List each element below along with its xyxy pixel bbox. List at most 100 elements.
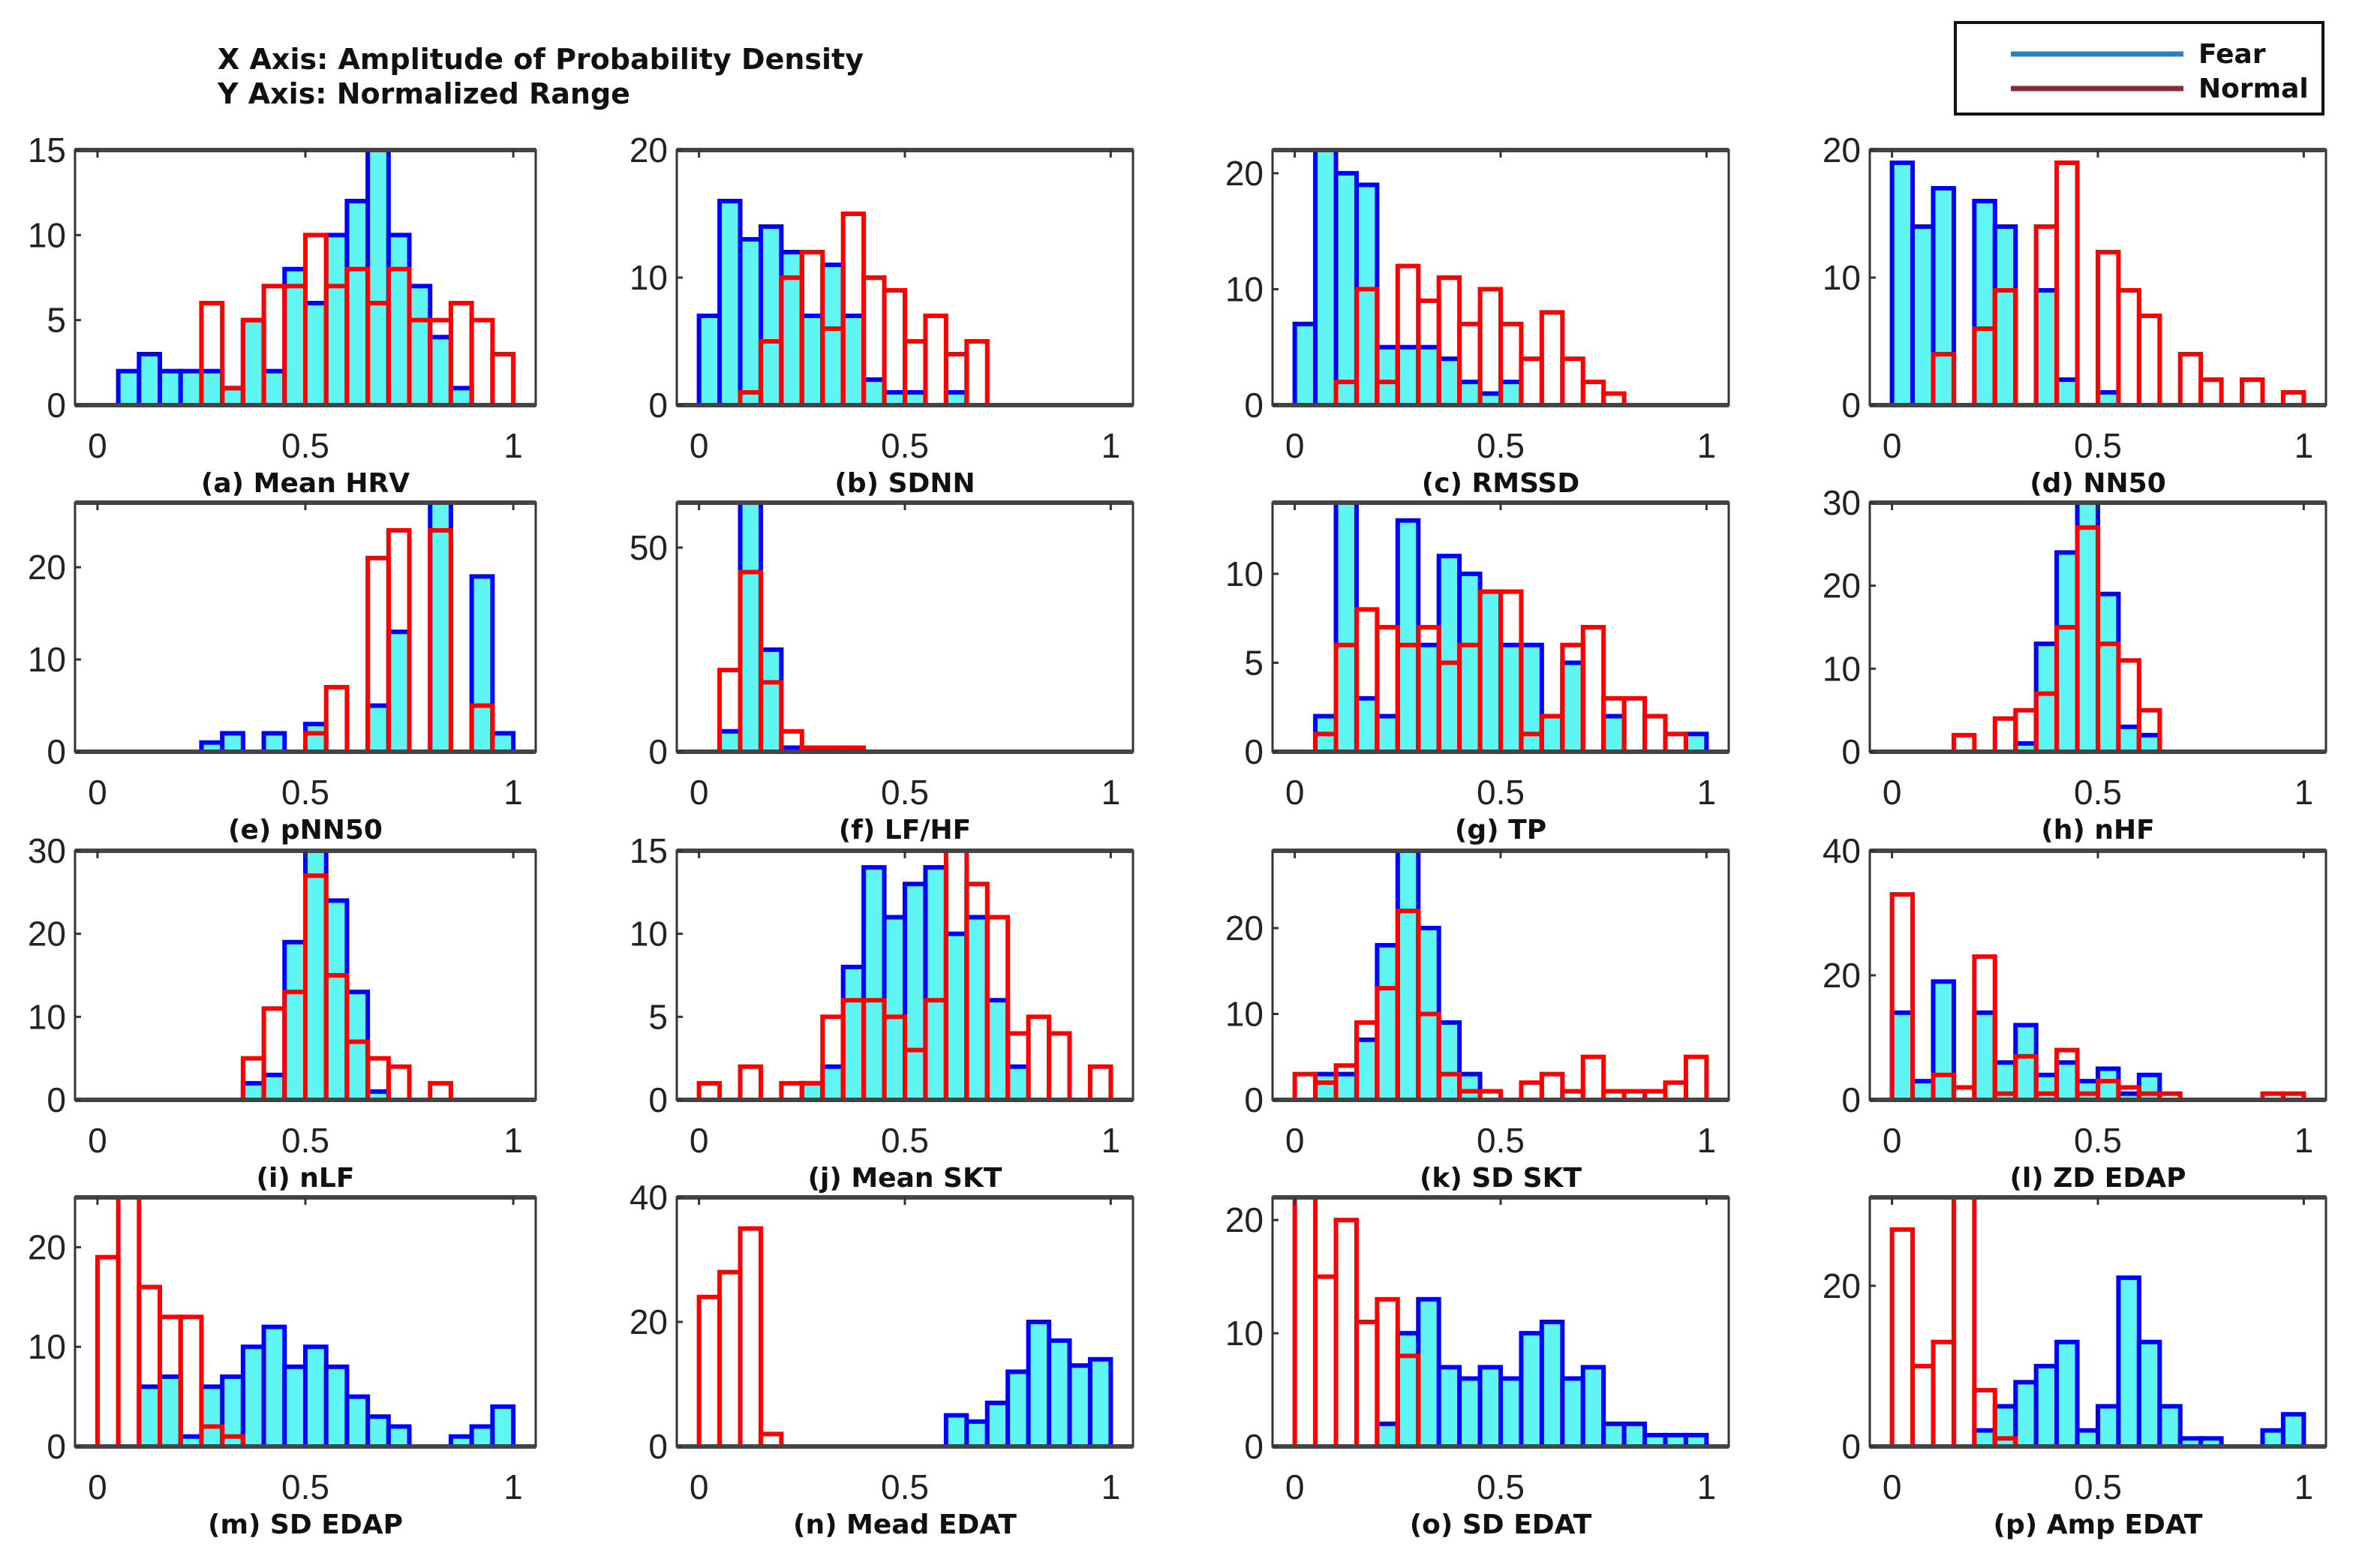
y-tick-label: 40	[1823, 831, 1861, 870]
fear-bar	[2033, 641, 2060, 755]
fear-bar	[303, 1344, 329, 1449]
y-tick-label: 5	[648, 997, 668, 1036]
y-tick-label: 10	[1225, 1314, 1264, 1353]
fear-bar	[199, 368, 225, 407]
fear-bar	[490, 1404, 516, 1449]
fear-bar	[344, 1394, 371, 1449]
fear-bar	[738, 237, 763, 407]
x-tick-label: 1	[1697, 1121, 1717, 1160]
y-tick-label: 0	[47, 1080, 66, 1119]
fear-bar	[1910, 1079, 1936, 1102]
fear-bar	[261, 1324, 287, 1449]
fear-bar	[1333, 500, 1359, 754]
fear-bar	[799, 1080, 825, 1103]
fear-bar	[2054, 377, 2080, 407]
y-tick-label: 0	[1841, 386, 1861, 425]
fear-bar	[943, 931, 969, 1102]
fear-bar	[1621, 1421, 1648, 1449]
fear-bar	[2075, 1428, 2101, 1449]
fear-bar	[1519, 1331, 1544, 1449]
x-tick-label: 1	[503, 1467, 523, 1506]
fear-bar	[1560, 1376, 1585, 1449]
histogram-panel: 0 0.5 1 0 20 40 (l) ZD EDAP	[1823, 831, 2327, 1194]
y-tick-label: 0	[648, 732, 668, 771]
fear-bar	[984, 998, 1011, 1102]
fear-bar	[1931, 186, 1956, 407]
x-tick-label: 1	[503, 426, 523, 465]
x-tick-label: 1	[2294, 1121, 2314, 1160]
fear-bar	[1498, 380, 1524, 408]
panel-title: (o) SD EDAT	[1410, 1509, 1592, 1540]
x-tick-label: 0.5	[1477, 426, 1525, 465]
y-tick-label: 10	[630, 915, 668, 954]
x-axis-note: X Axis: Amplitude of Probability Density	[218, 43, 864, 76]
fear-bar	[964, 1419, 990, 1449]
fear-bar	[1931, 979, 1956, 1103]
fear-bar	[1354, 182, 1380, 407]
fear-bar	[1333, 1071, 1359, 1102]
y-tick-label: 30	[1823, 483, 1861, 522]
panel-title: (p) Amp EDAT	[1994, 1509, 2203, 1540]
fear-bar	[1354, 695, 1380, 754]
x-tick-label: 0	[1883, 773, 1902, 812]
y-tick-label: 20	[28, 915, 66, 954]
fear-bar	[1436, 1020, 1462, 1103]
y-tick-label: 20	[28, 1227, 66, 1266]
x-tick-label: 0.5	[1477, 1467, 1525, 1506]
fear-bar	[386, 233, 412, 408]
x-tick-label: 0.5	[2074, 1121, 2122, 1160]
fear-bar	[882, 915, 908, 1102]
histogram-panel: 0 0.5 1 0 20 40 (n) Mead EDAT	[630, 1178, 1134, 1540]
x-tick-label: 0.5	[1477, 1121, 1525, 1160]
fear-bar	[1436, 356, 1462, 408]
fear-bar	[469, 1424, 495, 1449]
fear-bar	[1313, 148, 1339, 407]
fear-bar	[1560, 660, 1585, 755]
fear-bar	[2054, 550, 2080, 755]
fear-bar	[407, 284, 433, 408]
y-tick-label: 0	[1244, 1080, 1264, 1119]
histogram-panel: 0 0.5 1 0 50 (f) LF/HF	[630, 500, 1134, 846]
fear-bar	[861, 377, 887, 407]
fear-bar	[1972, 1428, 1997, 1449]
y-tick-label: 10	[28, 1327, 66, 1366]
fear-bar	[344, 990, 371, 1102]
fear-bar	[1395, 1331, 1421, 1449]
x-tick-label: 0.5	[1477, 773, 1525, 812]
y-tick-label: 20	[1823, 131, 1861, 170]
fear-bar	[220, 386, 245, 407]
fear-bar	[1498, 642, 1524, 755]
fear-bar	[240, 317, 266, 407]
fear-bar	[1972, 1010, 1997, 1103]
fear-bar	[2075, 500, 2101, 754]
y-tick-label: 0	[47, 386, 66, 425]
x-tick-label: 0	[1285, 1467, 1305, 1506]
fear-bar	[261, 731, 287, 755]
fear-bar	[240, 1080, 266, 1103]
x-tick-label: 0.5	[2074, 1467, 2122, 1506]
fear-bar	[799, 314, 825, 407]
fear-bar	[2096, 1066, 2121, 1102]
fear-bar	[738, 500, 763, 754]
fear-bar	[1395, 344, 1421, 407]
y-tick-label: 10	[28, 997, 66, 1036]
fear-bar	[2116, 724, 2141, 754]
fear-bar	[758, 647, 784, 755]
fear-bar	[490, 731, 516, 755]
fear-bar	[923, 865, 948, 1102]
x-tick-label: 1	[1697, 426, 1717, 465]
y-tick-label: 20	[1823, 566, 1861, 605]
fear-bar	[344, 199, 371, 407]
fear-bar	[2136, 1339, 2162, 1449]
x-tick-label: 0.5	[281, 1467, 329, 1506]
fear-bar	[1047, 1338, 1072, 1449]
panel-title: (i) nLF	[257, 1163, 355, 1194]
fear-bar	[1457, 380, 1483, 408]
x-tick-label: 1	[2294, 773, 2314, 812]
x-tick-label: 0.5	[281, 426, 329, 465]
x-tick-label: 1	[2294, 1467, 2314, 1506]
